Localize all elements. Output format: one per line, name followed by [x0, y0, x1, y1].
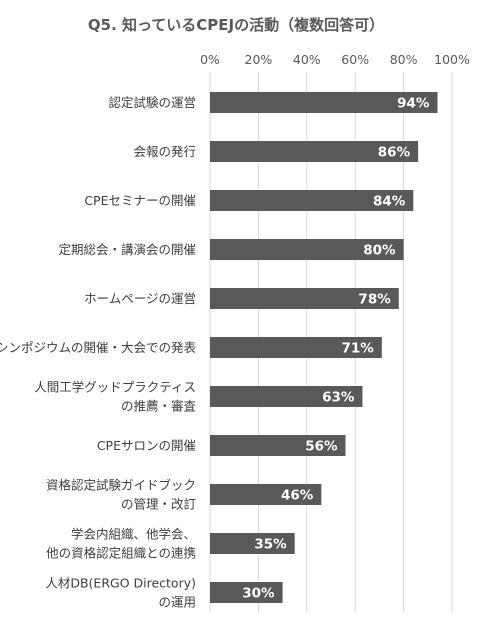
bar — [210, 337, 382, 358]
value-label: 78% — [358, 292, 391, 308]
category-label: シンポジウムの開催・大会での発表 — [0, 340, 196, 355]
bar — [210, 582, 283, 603]
bar — [210, 435, 346, 456]
value-label: 86% — [378, 145, 411, 161]
value-label: 46% — [281, 488, 314, 504]
bar — [210, 141, 419, 162]
chart-title: Q5. 知っているCPEJの活動（複数回答可） — [88, 16, 384, 34]
category-label: 認定試験の運営 — [108, 95, 196, 110]
x-tick-label: 80% — [390, 52, 418, 67]
value-label: 56% — [305, 439, 338, 455]
category-label: 資格認定試験ガイドブックの管理・改訂 — [46, 478, 196, 512]
bar — [210, 386, 363, 407]
category-label: CPEセミナーの開催 — [84, 193, 196, 208]
category-label: ホームページの運営 — [84, 291, 196, 306]
value-label: 35% — [254, 537, 287, 553]
value-label: 80% — [363, 243, 396, 259]
bar — [210, 190, 414, 211]
x-tick-label: 60% — [341, 52, 369, 67]
bar — [210, 484, 322, 505]
category-label: 人間工学グッドプラクティスの推薦・審査 — [34, 380, 196, 414]
category-label: 定期総会・講演会の開催 — [58, 242, 196, 257]
x-tick-label: 20% — [245, 52, 273, 67]
bar — [210, 92, 438, 113]
bar — [210, 533, 295, 554]
bars — [210, 92, 438, 603]
bar — [210, 239, 404, 260]
category-label: CPEサロンの開催 — [97, 438, 196, 453]
x-axis-ticks: 0% 20% 40% 60% 80% 100% — [200, 52, 470, 67]
value-label: 63% — [322, 390, 355, 406]
value-label: 84% — [373, 194, 406, 210]
x-tick-label: 100% — [434, 52, 470, 67]
value-label: 30% — [242, 586, 275, 602]
x-tick-label: 40% — [293, 52, 321, 67]
bar — [210, 288, 399, 309]
category-label: 会報の発行 — [133, 144, 196, 159]
value-label: 71% — [341, 341, 374, 357]
category-label: 学会内組織、他学会、他の資格認定組織との連携 — [46, 527, 196, 561]
value-labels: 94% 86% 84% 80% 78% 71% 63% 56% 46% 35% 30% — [242, 96, 430, 602]
category-label: 人材DB(ERGO Directory)の運用 — [45, 576, 196, 610]
x-tick-label: 0% — [200, 52, 220, 67]
value-label: 94% — [397, 96, 430, 112]
